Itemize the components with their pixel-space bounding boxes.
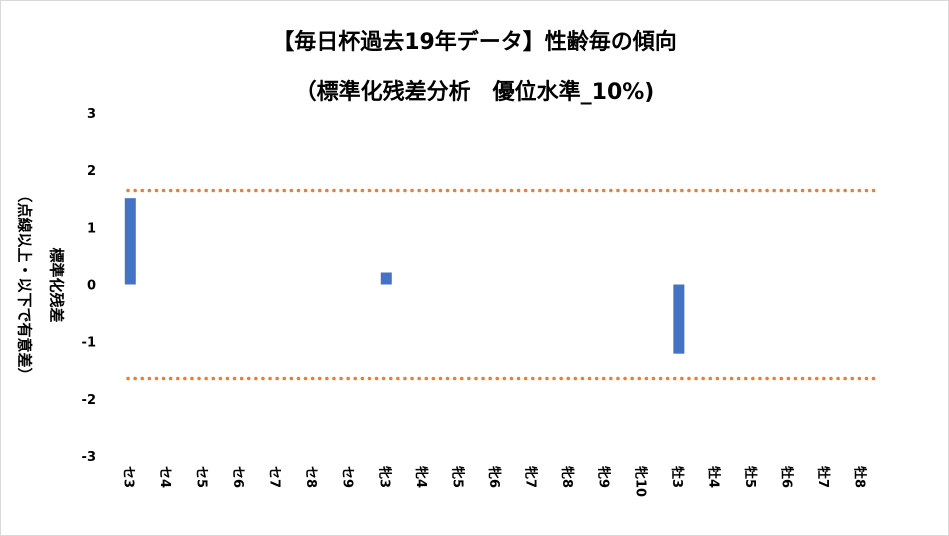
x-tick-label: 牡6 xyxy=(779,466,795,488)
x-tick-label: セ3 xyxy=(120,466,135,488)
x-tick-label: 牝6 xyxy=(486,466,502,488)
x-tick-label: 牝10 xyxy=(632,466,648,497)
bar xyxy=(380,272,392,285)
y-tick-label: 3 xyxy=(87,107,96,122)
x-tick-label: セ4 xyxy=(157,466,172,488)
x-tick-label: セ8 xyxy=(303,466,318,488)
x-tick-label: 牝4 xyxy=(413,466,429,488)
x-tick-label: セ6 xyxy=(230,466,245,488)
x-tick-label: 牡5 xyxy=(742,466,758,488)
y-tick-label: 1 xyxy=(87,221,96,236)
y-tick-label: -2 xyxy=(82,393,96,408)
y-tick-label: -3 xyxy=(82,450,96,465)
x-tick-label: 牡3 xyxy=(669,466,685,488)
x-tick-label: 牡7 xyxy=(815,466,831,488)
x-tick-label: 牡8 xyxy=(852,466,868,488)
bar xyxy=(124,198,136,285)
bar xyxy=(673,284,685,354)
x-tick-label: 牝3 xyxy=(376,466,392,488)
x-tick-label: 牝8 xyxy=(559,466,575,488)
y-tick-label: -1 xyxy=(82,336,96,351)
x-tick-label: 牡4 xyxy=(705,466,721,488)
x-tick-label: セ9 xyxy=(340,466,355,488)
x-tick-label: 牝5 xyxy=(449,466,465,488)
y-tick-label: 2 xyxy=(87,164,96,179)
chart-subtitle: （標準化残差分析 優位水準_10%) xyxy=(294,80,655,105)
y-tick-label: 0 xyxy=(87,279,96,294)
chart-title: 【毎日杯過去19年データ】性齢毎の傾向 xyxy=(272,30,677,55)
x-tick-label: 牝7 xyxy=(523,466,539,488)
x-tick-label: セ5 xyxy=(193,466,208,488)
x-tick-label: セ7 xyxy=(267,466,282,488)
x-tick-label: 牝9 xyxy=(596,466,612,488)
